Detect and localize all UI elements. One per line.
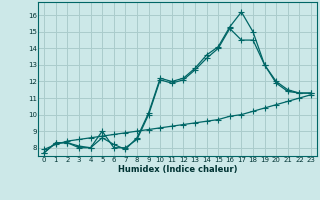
X-axis label: Humidex (Indice chaleur): Humidex (Indice chaleur)	[118, 165, 237, 174]
